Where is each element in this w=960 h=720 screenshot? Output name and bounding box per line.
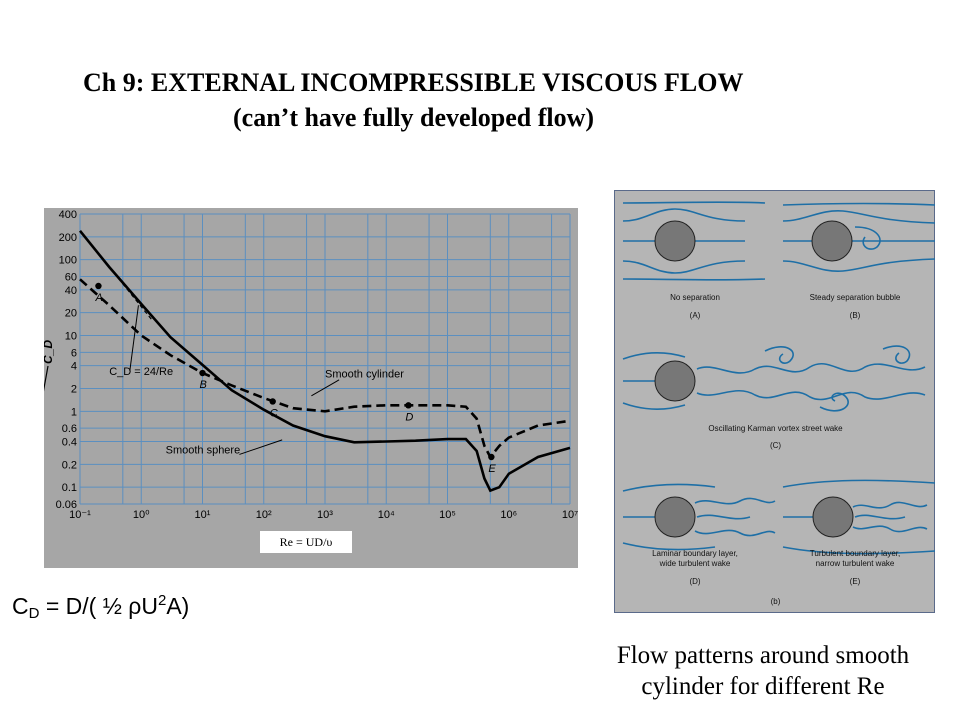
annotation-leader bbox=[239, 439, 283, 455]
curve-point bbox=[199, 369, 206, 377]
streamline bbox=[622, 542, 716, 551]
streamline bbox=[694, 529, 776, 537]
streamline bbox=[622, 483, 716, 492]
cylinder-icon bbox=[654, 496, 696, 538]
x-tick-label: 10⁷ bbox=[562, 509, 578, 521]
flow-patterns-svg bbox=[622, 201, 936, 555]
streamline bbox=[622, 278, 766, 281]
streamline bbox=[696, 514, 751, 520]
annotation-label: C_D = 24/Re bbox=[109, 366, 173, 378]
series-line bbox=[79, 278, 571, 460]
cylinder-icon bbox=[811, 220, 853, 262]
x-tick-label: 10⁶ bbox=[500, 509, 517, 521]
y-tick-label: 400 bbox=[59, 209, 77, 221]
caption-karman-street: Oscillating Karman vortex street wake bbox=[708, 424, 843, 433]
streamline bbox=[782, 258, 936, 272]
x-tick-label: 10² bbox=[256, 509, 272, 521]
series-line bbox=[108, 266, 153, 321]
caption-id-d: (D) bbox=[689, 577, 701, 586]
y-axis-label: C_D bbox=[44, 340, 55, 364]
caption-no-separation: No separation bbox=[670, 293, 720, 302]
y-tick-label: 100 bbox=[59, 255, 77, 267]
cylinder-icon bbox=[812, 496, 854, 538]
caption-laminar-line1: Laminar boundary layer, bbox=[652, 549, 738, 558]
y-tick-label: 4 bbox=[71, 361, 77, 373]
streamline bbox=[696, 362, 926, 374]
x-tick-label: 10³ bbox=[317, 509, 333, 521]
flow-patterns-figure: No separation (A) Steady separation bubb… bbox=[614, 190, 936, 613]
drag-coefficient-formula: CD = D/( ½ ρU2A) bbox=[12, 592, 190, 622]
y-tick-label: 6 bbox=[71, 347, 77, 359]
x-tick-label: 10⁴ bbox=[378, 509, 395, 521]
y-tick-label: 0.4 bbox=[62, 437, 77, 449]
caption-id-a: (A) bbox=[689, 311, 701, 320]
drag-coefficient-chart: 400 200 100 60 40 20 10 6 4 2 1 0.6 0.4 0.2 0.1 0.06 10⁻… bbox=[44, 208, 578, 568]
streamline bbox=[694, 497, 776, 505]
point-label: D bbox=[405, 411, 413, 423]
caption-id-c: (C) bbox=[769, 441, 782, 450]
streamline bbox=[819, 392, 849, 412]
annotation-label: Smooth cylinder bbox=[325, 368, 404, 380]
annotation-leader bbox=[311, 379, 340, 397]
streamline bbox=[782, 546, 936, 555]
streamline bbox=[882, 345, 911, 364]
caption-laminar-line2: wide turbulent wake bbox=[659, 559, 731, 568]
curve-point bbox=[95, 282, 102, 290]
y-tick-label: 0.2 bbox=[62, 459, 77, 471]
y-tick-label: 60 bbox=[65, 271, 77, 283]
caption-separation-bubble: Steady separation bubble bbox=[809, 293, 901, 302]
x-axis-label: Re = UD/υ bbox=[260, 531, 352, 553]
point-label: C bbox=[270, 407, 278, 419]
curve-point bbox=[269, 398, 276, 405]
y-tick-label: 0.1 bbox=[62, 482, 77, 494]
caption-id-e: (E) bbox=[849, 577, 861, 586]
y-tick-label: 200 bbox=[59, 232, 77, 244]
caption-line1: Flow patterns around smooth bbox=[616, 642, 910, 669]
streamline bbox=[764, 346, 794, 364]
streamline bbox=[622, 402, 686, 411]
annotation-leader bbox=[129, 305, 139, 372]
drag-chart-svg: 400 200 100 60 40 20 10 6 4 2 1 0.6 0.4 0.2 0.1 0.0610⁻… bbox=[44, 208, 578, 568]
streamline bbox=[782, 479, 936, 488]
point-label: E bbox=[488, 463, 496, 475]
streamline bbox=[622, 260, 746, 274]
x-tick-label: 10⁰ bbox=[133, 509, 150, 521]
x-tick-label: 10⁻¹ bbox=[69, 509, 91, 521]
streamline bbox=[782, 202, 936, 206]
cylinder-icon bbox=[654, 360, 696, 402]
streamline bbox=[852, 501, 928, 509]
figure-caption: Flow patterns around smooth cylinder for… bbox=[566, 640, 960, 702]
streamline bbox=[852, 525, 928, 533]
x-tick-label: 10⁵ bbox=[439, 509, 456, 521]
y-tick-label: 10 bbox=[65, 330, 77, 342]
series-line bbox=[78, 229, 571, 493]
point-label: A bbox=[94, 292, 102, 304]
point-label: B bbox=[200, 379, 207, 391]
streamline bbox=[854, 514, 906, 520]
streamline bbox=[622, 201, 766, 204]
cylinder-icon bbox=[654, 220, 696, 262]
y-tick-label: 0.6 bbox=[62, 423, 77, 435]
y-tick-label: 2 bbox=[71, 384, 77, 396]
curve-point bbox=[405, 402, 412, 409]
slide-title-line2: (can’t have fully developed flow) bbox=[233, 103, 595, 132]
curve-point bbox=[488, 453, 495, 461]
x-tick-label: 10¹ bbox=[195, 509, 211, 521]
y-tick-label: 1 bbox=[71, 406, 77, 418]
streamline bbox=[854, 226, 881, 250]
y-tick-label: 0.06 bbox=[56, 499, 77, 511]
streamline bbox=[696, 390, 926, 401]
caption-figure-id: (b) bbox=[770, 597, 781, 606]
y-tick-label: 40 bbox=[65, 285, 77, 297]
y-tick-label: 20 bbox=[65, 308, 77, 320]
caption-turbulent-line1: Turbulent boundary layer, bbox=[809, 549, 901, 558]
streamline bbox=[622, 351, 686, 360]
streamline bbox=[782, 210, 936, 224]
streamline bbox=[622, 208, 746, 222]
caption-line2: cylinder for different Re bbox=[641, 673, 885, 700]
slide-title-line1: Ch 9: EXTERNAL INCOMPRESSIBLE VISCOUS FL… bbox=[83, 68, 744, 97]
annotation-label: Smooth sphere bbox=[166, 444, 241, 456]
caption-id-b: (B) bbox=[849, 311, 861, 320]
caption-turbulent-line2: narrow turbulent wake bbox=[815, 559, 895, 568]
